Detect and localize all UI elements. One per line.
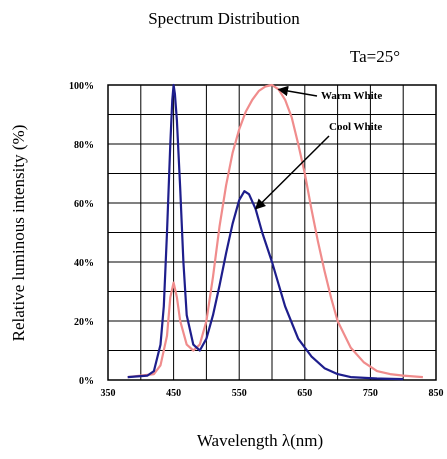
- x-tick-label: 850: [429, 388, 444, 399]
- x-tick-labels: 350 450 550 650 750 850: [101, 388, 444, 399]
- x-tick-label: 750: [363, 388, 378, 399]
- arrow-cool-white: [254, 135, 330, 210]
- condition-note: Ta=25°: [350, 47, 400, 66]
- y-tick-label: 80%: [74, 140, 94, 151]
- series-line-cool-white: [127, 83, 404, 381]
- chart-title: Spectrum Distribution: [148, 9, 300, 28]
- series-layer: [127, 83, 423, 381]
- y-tick-label: 100%: [69, 81, 94, 92]
- series-line-warm-white: [127, 83, 423, 379]
- y-tick-labels: 0% 20% 40% 60% 80% 100%: [69, 81, 94, 387]
- arrow-warm-white: [277, 85, 318, 97]
- x-axis-label: Wavelength λ(nm): [197, 431, 323, 450]
- x-tick-label: 450: [166, 388, 181, 399]
- annotation-warm-white: Warm White: [321, 90, 382, 102]
- y-tick-label: 60%: [74, 199, 94, 210]
- y-axis-label: Relative luminous intensity (%): [9, 125, 28, 342]
- y-tick-label: 20%: [74, 317, 94, 328]
- grid: [108, 85, 436, 380]
- annotation-cool-white: Cool White: [329, 121, 382, 133]
- x-tick-label: 550: [232, 388, 247, 399]
- x-tick-label: 650: [297, 388, 312, 399]
- annotation-layer: Warm White Cool White: [254, 85, 382, 210]
- y-tick-label: 0%: [79, 376, 94, 387]
- y-tick-label: 40%: [74, 258, 94, 269]
- x-tick-label: 350: [101, 388, 116, 399]
